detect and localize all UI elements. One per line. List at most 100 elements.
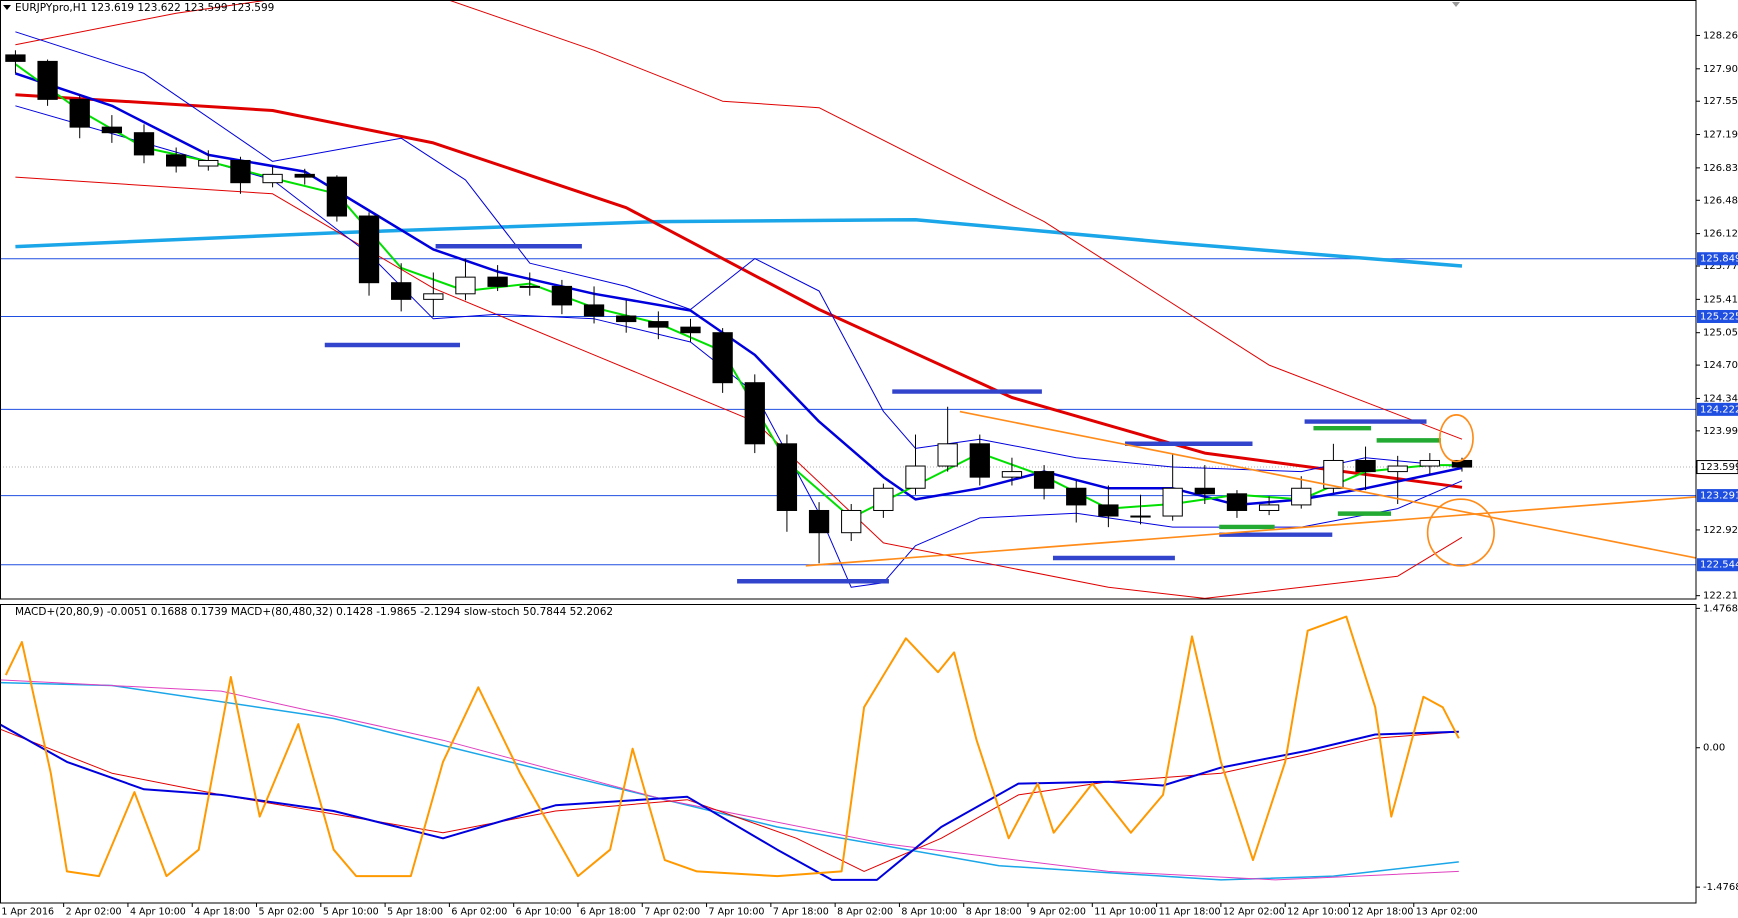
candle-body (937, 443, 958, 467)
y-tick-label: 125.050 (1703, 328, 1738, 339)
indicator-line (15, 0, 1463, 440)
candle-body (712, 332, 733, 384)
y-tick-label: 128.260 (1703, 30, 1738, 41)
y-tick-label: -1.4768 (1703, 882, 1738, 893)
indicator-line (0, 679, 1459, 881)
candle-body (680, 326, 701, 334)
price-label-bg (1697, 309, 1738, 323)
indicator-line (15, 31, 1463, 473)
indicator-line (0, 723, 1459, 881)
x-tick-label: 7 Apr 10:00 (709, 907, 765, 918)
y-tick-label: 126.480 (1703, 195, 1738, 206)
x-tick-label: 5 Apr 18:00 (387, 907, 443, 918)
indicator-line (15, 176, 1463, 599)
candle-body (133, 132, 155, 156)
y-tick-label: 124.700 (1703, 360, 1738, 371)
x-tick-label: 4 Apr 10:00 (130, 907, 186, 918)
candle-body (455, 276, 476, 295)
candle-body (487, 276, 508, 287)
y-tick-label: 122.920 (1703, 525, 1738, 536)
y-tick-label: 126.830 (1703, 163, 1738, 174)
panel-frame (0, 604, 1697, 904)
x-tick-label: 12 Apr 18:00 (1351, 907, 1413, 918)
candle-body (262, 173, 283, 184)
menu-arrow (3, 5, 11, 10)
x-tick-label: 6 Apr 02:00 (451, 907, 507, 918)
candle-body (1355, 459, 1376, 473)
candle-body (1387, 465, 1408, 473)
y-tick-label: 127.900 (1703, 64, 1738, 75)
y-tick-label: 123.990 (1703, 426, 1738, 437)
x-tick-label: 7 Apr 18:00 (773, 907, 829, 918)
candle-body (391, 282, 412, 300)
candle-body (1226, 493, 1248, 511)
x-tick-label: 7 Apr 02:00 (644, 907, 700, 918)
x-tick-label: 8 Apr 10:00 (901, 907, 957, 918)
indicator-panel (0, 615, 1460, 881)
candle-body (230, 159, 251, 184)
x-tick-label: 5 Apr 10:00 (323, 907, 379, 918)
indicator-line (0, 728, 1459, 872)
x-tick-label: 1 Apr 2016 (1, 907, 54, 918)
candle-body (1001, 471, 1023, 478)
x-tick-label: 8 Apr 18:00 (966, 907, 1022, 918)
candle-body (294, 173, 315, 178)
price-label-bg (1696, 460, 1738, 475)
drawings (324, 244, 1697, 584)
x-tick-label: 6 Apr 18:00 (580, 907, 636, 918)
price-label: 125.225 (1700, 311, 1738, 322)
candle-body (1098, 504, 1119, 517)
price-label-bg (1697, 402, 1738, 416)
last-price-label: 123.599 (1700, 462, 1738, 473)
candle-body (583, 304, 605, 317)
x-tick-label: 2 Apr 02:00 (66, 907, 122, 918)
highlight-circle (1438, 414, 1474, 463)
y-tick-label: 125.410 (1703, 294, 1738, 305)
candle-body (198, 159, 219, 167)
candle-body (776, 443, 798, 511)
candle-body (358, 215, 380, 284)
indicator-line (15, 217, 1463, 268)
x-tick-label: 11 Apr 10:00 (1094, 907, 1156, 918)
y-tick-label: 0.00 (1703, 743, 1725, 754)
y-tick-label: 122.210 (1703, 591, 1738, 602)
x-tick-label: 6 Apr 10:00 (516, 907, 572, 918)
candle-body (969, 443, 990, 478)
x-tick-label: 13 Apr 02:00 (1416, 907, 1478, 918)
candle-body (808, 509, 830, 534)
x-tick-label: 8 Apr 02:00 (837, 907, 893, 918)
candle-body (326, 176, 348, 217)
x-tick-label: 4 Apr 18:00 (194, 907, 250, 918)
candle-body (1194, 487, 1215, 495)
candle-body (1258, 504, 1280, 511)
candle-body (5, 54, 26, 62)
y-tick-label: 124.340 (1703, 393, 1738, 404)
candle-body (616, 315, 637, 323)
candle-body (551, 285, 573, 306)
shift-marker (1452, 2, 1460, 7)
price-label-bg (1697, 252, 1738, 266)
candle-body (873, 487, 894, 511)
price-label: 125.849 (1700, 254, 1738, 265)
candle-body (841, 509, 862, 534)
candle-body (744, 382, 765, 445)
candle-body (1291, 487, 1312, 506)
trend-line (959, 410, 1697, 559)
x-tick-label: 9 Apr 02:00 (1030, 907, 1086, 918)
trend-line (805, 496, 1696, 567)
panel-title: EURJPYpro,H1 123.619 123.622 123.599 123… (15, 2, 274, 14)
indicator-line (4, 615, 1460, 878)
candle-body (1419, 459, 1440, 467)
y-tick-label: 127.550 (1703, 96, 1738, 107)
candle-body (423, 293, 444, 300)
candle-body (1066, 487, 1087, 506)
price-label: 124.222 (1700, 404, 1738, 415)
y-tick-label: 1.4768 (1703, 603, 1738, 614)
highlight-circle (1426, 498, 1495, 567)
candle-body (1323, 459, 1344, 489)
indicator-line (0, 681, 1459, 881)
x-tick-label: 12 Apr 10:00 (1287, 907, 1349, 918)
price-panel (0, 0, 1696, 599)
